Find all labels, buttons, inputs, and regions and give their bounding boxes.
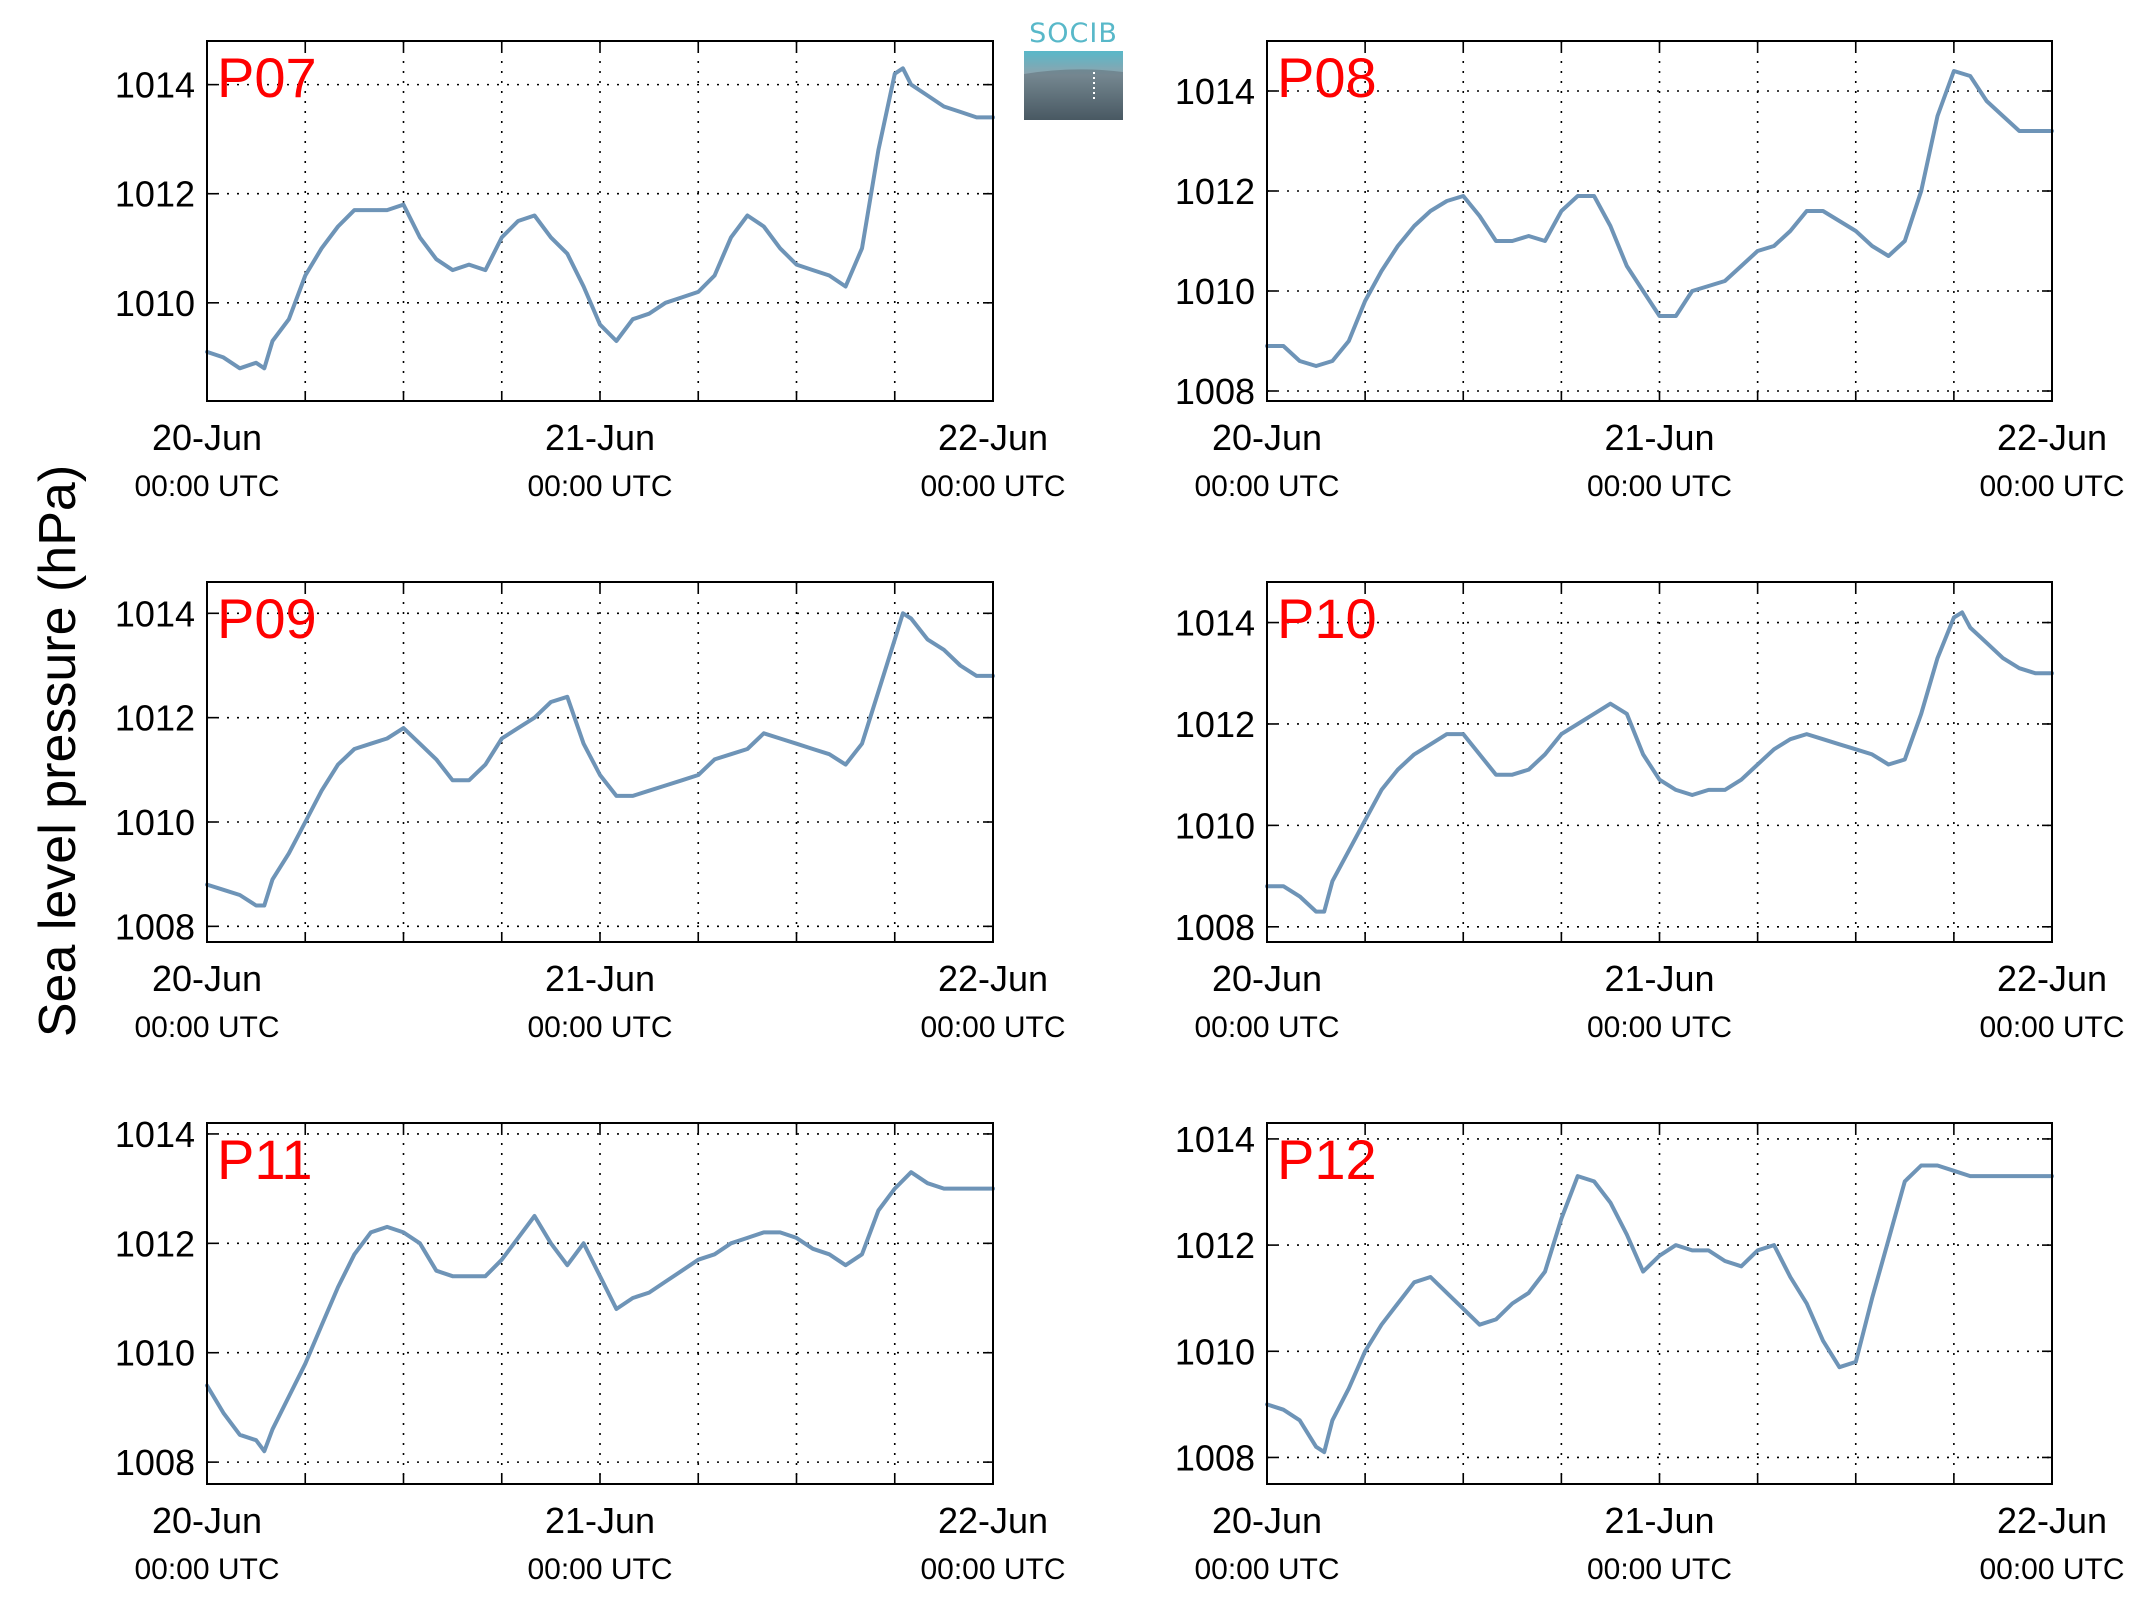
x-tick-label-date: 22-Jun — [938, 1500, 1048, 1541]
x-tick-label-time: 00:00 UTC — [134, 470, 279, 503]
y-tick-label: 1012 — [1175, 171, 1255, 212]
chart-panel-p07: 1010 1012 1014 20-Jun 00:00 UTC 21-Jun 00:00 U… — [115, 40, 1066, 503]
x-tick-label-date: 22-Jun — [1997, 1500, 2107, 1541]
x-tick-label-time: 00:00 UTC — [1587, 1553, 1732, 1586]
x-tick-label-date: 21-Jun — [545, 1500, 655, 1541]
x-tick-label-date: 21-Jun — [545, 417, 655, 458]
chart-panel-p09: 1008 1010 1012 1014 20-Jun 00:00 UTC 21-Jun 00:… — [115, 581, 1066, 1044]
panel-label: P09 — [217, 587, 317, 650]
x-tick-label-time: 00:00 UTC — [1194, 470, 1339, 503]
y-tick-label: 1010 — [1175, 1331, 1255, 1372]
x-tick-label-date: 21-Jun — [1604, 1500, 1714, 1541]
y-tick-label: 1008 — [1175, 1437, 1255, 1478]
x-tick-label-time: 00:00 UTC — [920, 470, 1065, 503]
x-tick-label-date: 21-Jun — [545, 958, 655, 999]
x-tick-label-time: 00:00 UTC — [1587, 1011, 1732, 1044]
chart-panel-p10: 1008 1010 1012 1014 20-Jun 00:00 UTC 21-Jun 00:… — [1175, 581, 2125, 1044]
y-tick-label: 1008 — [1175, 907, 1255, 948]
y-tick-label: 1010 — [1175, 805, 1255, 846]
y-tick-label: 1012 — [115, 174, 195, 215]
x-tick-label-date: 22-Jun — [1997, 958, 2107, 999]
y-tick-label: 1014 — [115, 1114, 195, 1155]
x-tick-label-date: 20-Jun — [1212, 417, 1322, 458]
y-tick-label: 1014 — [1175, 71, 1255, 112]
y-tick-label: 1010 — [1175, 271, 1255, 312]
x-tick-label-time: 00:00 UTC — [920, 1553, 1065, 1586]
axes-frame — [1266, 581, 2053, 943]
y-tick-label: 1014 — [115, 593, 195, 634]
y-tick-label: 1014 — [115, 65, 195, 106]
x-tick-label-date: 20-Jun — [152, 958, 262, 999]
x-tick-label-date: 20-Jun — [1212, 1500, 1322, 1541]
y-tick-label: 1010 — [115, 802, 195, 843]
y-tick-label: 1012 — [115, 698, 195, 739]
socib-logo-text: SOCIB — [1029, 18, 1118, 49]
axes-frame — [206, 40, 994, 402]
panel-label: P12 — [1277, 1128, 1377, 1191]
y-axis-label: Sea level pressure (hPa) — [29, 465, 87, 1037]
x-tick-label-time: 00:00 UTC — [134, 1553, 279, 1586]
x-tick-label-date: 21-Jun — [1604, 417, 1714, 458]
x-tick-label-time: 00:00 UTC — [920, 1011, 1065, 1044]
socib-logo: SOCIB — [1024, 20, 1123, 120]
series-line — [205, 1170, 995, 1454]
x-tick-label-time: 00:00 UTC — [527, 1553, 672, 1586]
panel-label: P10 — [1277, 587, 1377, 650]
y-tick-label: 1014 — [1175, 603, 1255, 644]
chart-panel-p11: 1008 1010 1012 1014 20-Jun 00:00 UTC 21-Jun 00:… — [115, 1114, 1066, 1586]
socib-logo-graphic — [1024, 51, 1123, 120]
x-tick-label-date: 21-Jun — [1604, 958, 1714, 999]
x-tick-label-time: 00:00 UTC — [1587, 470, 1732, 503]
x-tick-label-time: 00:00 UTC — [1194, 1011, 1339, 1044]
chart-panel-p12: 1008 1010 1012 1014 20-Jun 00:00 UTC 21-Jun 00:… — [1175, 1119, 2125, 1586]
series-line — [1265, 610, 2054, 914]
x-tick-label-date: 20-Jun — [1212, 958, 1322, 999]
series-line — [1265, 69, 2054, 368]
y-tick-label: 1014 — [1175, 1119, 1255, 1160]
panel-label: P08 — [1277, 46, 1377, 109]
x-tick-label-time: 00:00 UTC — [1979, 470, 2124, 503]
series-line — [205, 66, 995, 371]
y-tick-label: 1008 — [115, 906, 195, 947]
y-tick-label: 1008 — [1175, 371, 1255, 412]
x-tick-label-date: 22-Jun — [938, 958, 1048, 999]
x-tick-label-time: 00:00 UTC — [1979, 1553, 2124, 1586]
panels-group: 1010 1012 1014 20-Jun 00:00 UTC 21-Jun 00:00 U… — [115, 40, 2125, 1586]
y-tick-label: 1010 — [115, 283, 195, 324]
x-tick-label-date: 20-Jun — [152, 1500, 262, 1541]
x-tick-label-time: 00:00 UTC — [134, 1011, 279, 1044]
y-tick-label: 1012 — [1175, 704, 1255, 745]
axes-frame — [206, 581, 994, 943]
series-line — [1265, 1163, 2054, 1455]
axes-frame — [1266, 40, 2053, 402]
y-tick-label: 1012 — [115, 1223, 195, 1264]
axes-frame — [1266, 1122, 2053, 1485]
x-tick-label-time: 00:00 UTC — [1979, 1011, 2124, 1044]
x-tick-label-date: 20-Jun — [152, 417, 262, 458]
y-tick-label: 1012 — [1175, 1225, 1255, 1266]
x-tick-label-time: 00:00 UTC — [527, 470, 672, 503]
x-tick-label-time: 00:00 UTC — [527, 1011, 672, 1044]
x-tick-label-date: 22-Jun — [1997, 417, 2107, 458]
y-tick-label: 1010 — [115, 1333, 195, 1374]
x-tick-label-date: 22-Jun — [938, 417, 1048, 458]
axes-frame — [206, 1122, 994, 1485]
panel-label: P11 — [217, 1128, 312, 1191]
series-line — [205, 611, 995, 908]
x-tick-label-time: 00:00 UTC — [1194, 1553, 1339, 1586]
y-tick-label: 1008 — [115, 1442, 195, 1483]
panel-label: P07 — [217, 46, 317, 109]
chart-panel-p08: 1008 1010 1012 1014 20-Jun 00:00 UTC 21-Jun 00:… — [1175, 40, 2125, 503]
